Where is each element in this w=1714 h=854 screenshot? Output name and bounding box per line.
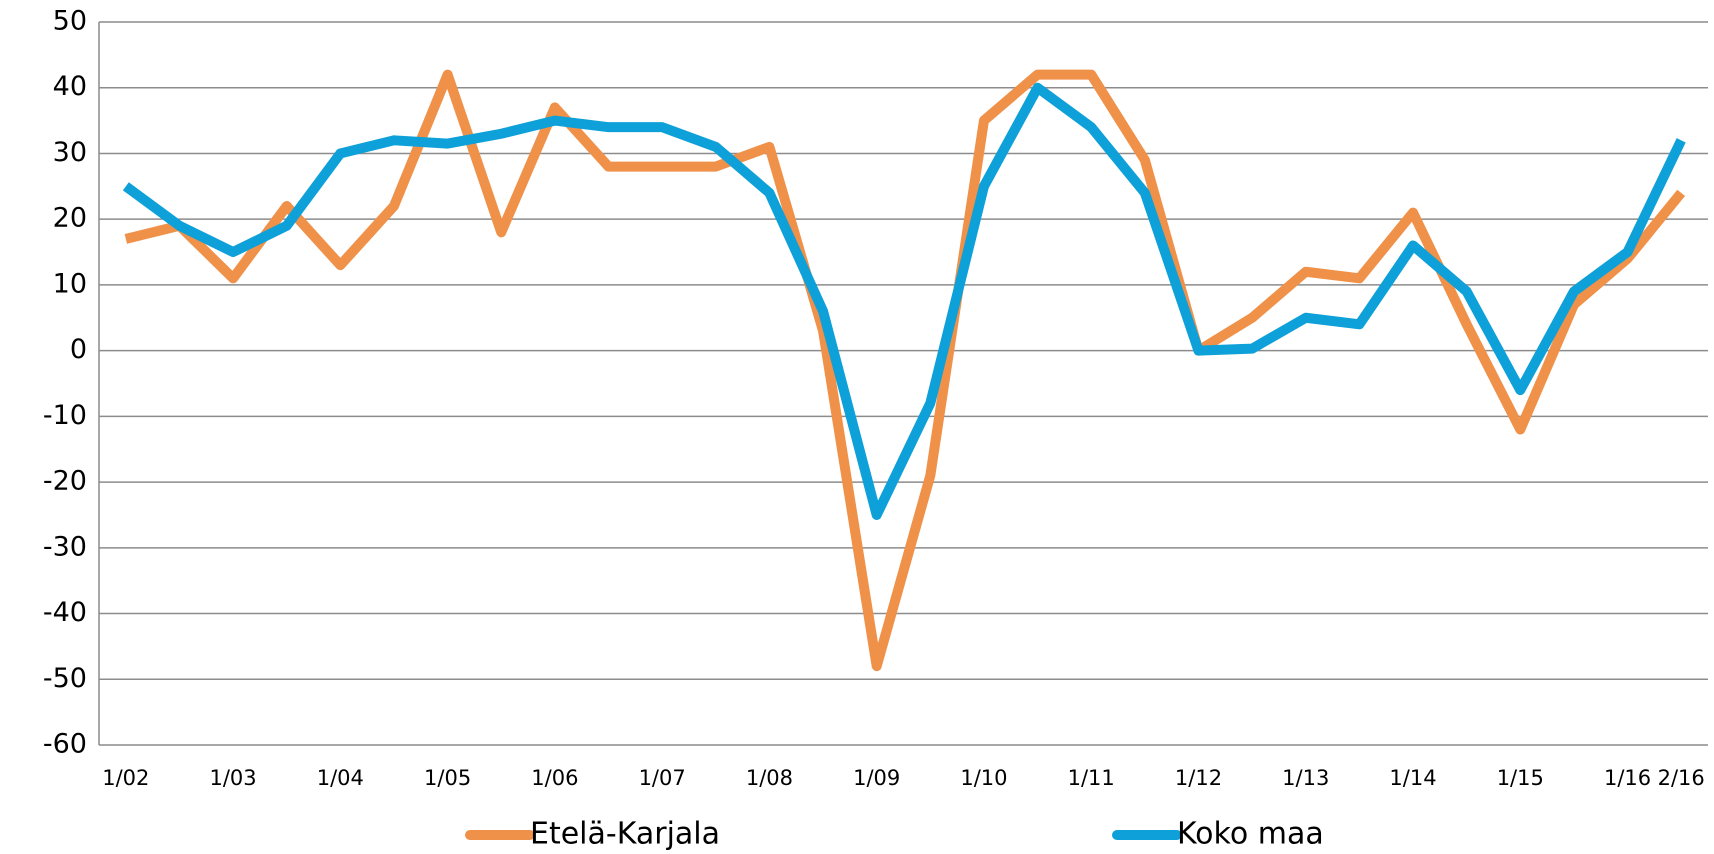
y-tick-label: -30 — [43, 531, 87, 562]
x-tick-label: 1/12 — [1175, 766, 1222, 790]
y-tick-label: 50 — [53, 6, 87, 37]
series-line — [124, 69, 1686, 672]
y-tick-label: -40 — [43, 597, 87, 628]
x-tick-label: 1/06 — [531, 766, 578, 790]
x-tick-label: 1/15 — [1497, 766, 1544, 790]
x-tick-label: 1/02 — [102, 766, 149, 790]
y-tick-label: 40 — [53, 71, 87, 102]
x-tick-label: 1/13 — [1282, 766, 1329, 790]
y-tick-label: -10 — [43, 400, 87, 431]
x-tick-label: 1/05 — [424, 766, 471, 790]
y-tick-label: -60 — [43, 729, 87, 760]
x-tick-label: 1/09 — [853, 766, 900, 790]
legend-label: Koko maa — [1177, 817, 1324, 852]
y-tick-label: -50 — [43, 663, 87, 694]
y-tick-label: 10 — [53, 268, 87, 299]
x-tick-label: 1/04 — [317, 766, 364, 790]
x-tick-label: 1/03 — [209, 766, 256, 790]
y-tick-label: -20 — [43, 466, 87, 497]
legend-label: Etelä-Karjala — [530, 817, 720, 852]
x-tick-label: 1/07 — [639, 766, 686, 790]
y-tick-label: 20 — [53, 203, 87, 234]
x-tick-label: 1/10 — [960, 766, 1007, 790]
series-line — [122, 82, 1686, 520]
x-tick-label: 1/16 — [1604, 766, 1651, 790]
y-tick-label: 30 — [53, 137, 87, 168]
x-tick-label: 1/14 — [1389, 766, 1436, 790]
y-tick-label: 0 — [70, 334, 87, 365]
x-tick-label: 1/08 — [746, 766, 793, 790]
x-tick-label: 1/11 — [1068, 766, 1115, 790]
x-tick-label: 2/16 — [1658, 766, 1705, 790]
